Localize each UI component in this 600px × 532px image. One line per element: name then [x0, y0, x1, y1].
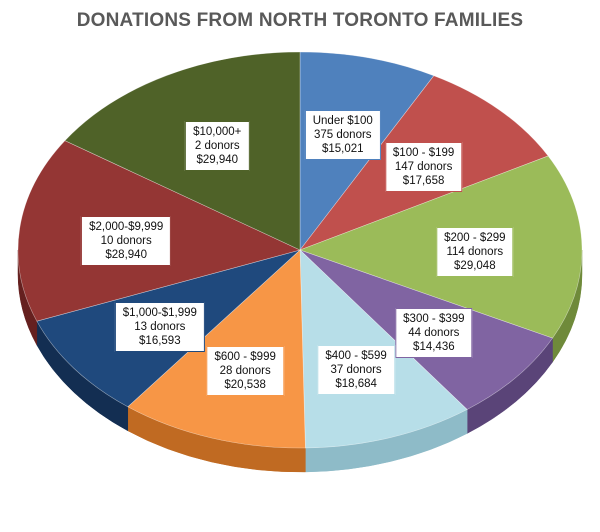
- slice-label-donors: 37 donors: [330, 364, 382, 377]
- slice-label-donors: 147 donors: [394, 161, 453, 174]
- slice-label-donors: 28 donors: [219, 364, 271, 377]
- slice-label-amount: $17,658: [402, 175, 445, 188]
- slice-label-amount: $15,021: [321, 142, 364, 155]
- slice-label-label: $2,000-$9,999: [89, 220, 164, 233]
- slice-label-amount: $14,436: [413, 340, 455, 353]
- slice-label: $600 - $999 28 donors $20,538: [206, 345, 284, 396]
- slice-label-donors: 10 donors: [100, 234, 152, 247]
- slice-label: $200 - $299 114 donors $29,048: [436, 226, 514, 277]
- slice-label-label: $600 - $999: [214, 350, 276, 363]
- slice-label-label: $1,000-$1,999: [122, 307, 197, 320]
- slice-label-label: $100 - $199: [392, 147, 455, 160]
- slice-label-donors: 44 donors: [408, 326, 460, 339]
- slice-label-amount: $20,538: [224, 378, 266, 391]
- slice-label: $400 - $599 37 donors $18,684: [317, 345, 395, 396]
- slice-label-donors: 13 donors: [134, 321, 186, 334]
- slice-label-donors: 375 donors: [314, 128, 372, 141]
- slice-label-label: $400 - $599: [325, 350, 387, 363]
- slice-label-donors: 2 donors: [194, 139, 240, 152]
- chart-title: DONATIONS FROM NORTH TORONTO FAMILIES: [76, 10, 524, 31]
- slice-label-label: $200 - $299: [444, 231, 506, 244]
- slice-label-amount: $28,940: [105, 248, 147, 261]
- slice-label: $1,000-$1,999 13 donors $16,593: [114, 302, 205, 353]
- slice-label: $10,000+ 2 donors $29,940: [185, 120, 250, 171]
- slice-label-donors: 114 donors: [446, 245, 504, 258]
- slice-label-amount: $18,684: [335, 378, 377, 391]
- pie-slice: [64, 51, 301, 251]
- slice-label: $100 - $199 147 donors $17,658: [384, 142, 463, 193]
- slice-label-label: Under $100: [312, 114, 373, 127]
- slice-label: $300 - $399 44 donors $14,436: [395, 307, 473, 358]
- slice-label-label: $300 - $399: [403, 312, 465, 325]
- slice-label-amount: $29,048: [454, 259, 496, 272]
- slice-label: Under $100 375 donors $15,021: [304, 109, 381, 160]
- slice-label-label: $10,000+: [193, 125, 242, 138]
- slice-label-amount: $29,940: [196, 153, 239, 166]
- slice-label: $2,000-$9,999 10 donors $28,940: [81, 215, 172, 266]
- slice-label-amount: $16,593: [139, 335, 181, 348]
